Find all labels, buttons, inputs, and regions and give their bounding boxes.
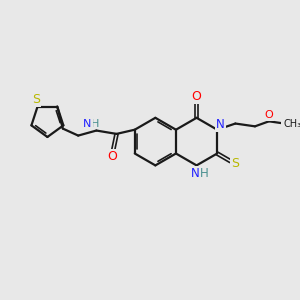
Text: N: N <box>216 118 225 131</box>
Text: CH₃: CH₃ <box>283 118 300 128</box>
Text: O: O <box>107 150 117 163</box>
Text: N: N <box>191 167 200 180</box>
Text: O: O <box>265 110 273 120</box>
Text: H: H <box>91 118 99 128</box>
Text: S: S <box>32 93 40 106</box>
Text: N: N <box>83 118 92 128</box>
Text: S: S <box>231 158 239 170</box>
Text: O: O <box>192 90 202 103</box>
Text: H: H <box>200 167 209 180</box>
